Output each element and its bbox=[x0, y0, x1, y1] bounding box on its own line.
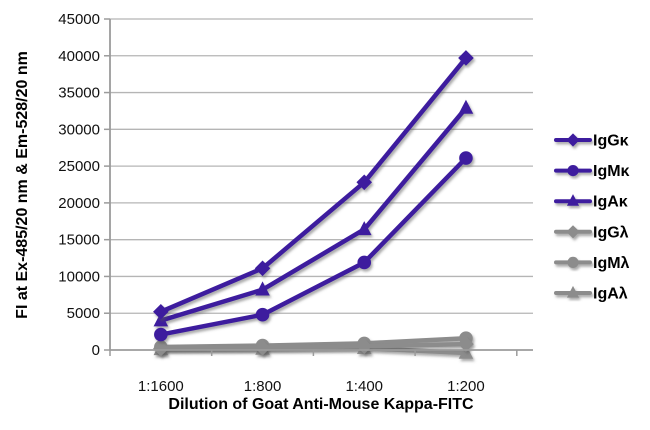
legend-label: IgMλ bbox=[593, 255, 630, 272]
y-tick-label: 10000 bbox=[58, 268, 100, 285]
legend-label: IgGλ bbox=[593, 224, 629, 241]
legend-label: IgAλ bbox=[593, 286, 628, 303]
series-line bbox=[158, 341, 469, 351]
series-line bbox=[158, 105, 469, 323]
x-axis-title: Dilution of Goat Anti-Mouse Kappa-FITC bbox=[168, 396, 474, 413]
diamond-marker bbox=[153, 303, 169, 320]
diamond-marker bbox=[356, 174, 373, 191]
y-tick-label: 25000 bbox=[58, 158, 100, 175]
legend-item-IgGλ: IgGλ bbox=[554, 224, 629, 241]
legend-item-IgAκ: IgAκ bbox=[554, 194, 628, 211]
series-IgGκ bbox=[153, 50, 474, 320]
axes-group: 0 5000 10000 15000 20000 25000 30000 35000 40000… bbox=[58, 11, 533, 395]
diamond-marker bbox=[458, 336, 474, 352]
triangle-marker bbox=[458, 99, 474, 114]
y-tick-label: 35000 bbox=[58, 85, 100, 102]
circle-marker bbox=[459, 151, 473, 165]
series-group bbox=[153, 50, 474, 359]
triangle-marker bbox=[566, 285, 580, 298]
legend-label: IgGκ bbox=[593, 133, 629, 150]
triangle-marker bbox=[255, 281, 270, 296]
x-tick-label: 1:400 bbox=[345, 378, 383, 395]
series-line bbox=[158, 55, 469, 315]
legend-label: IgMκ bbox=[593, 163, 630, 180]
circle-marker bbox=[255, 307, 270, 322]
series-line bbox=[158, 155, 469, 337]
legend-label: IgAκ bbox=[593, 194, 628, 211]
diamond-marker bbox=[566, 225, 580, 239]
circle-marker bbox=[567, 256, 579, 268]
circle-marker bbox=[357, 255, 372, 270]
diamond-marker bbox=[153, 340, 169, 357]
diamond-marker bbox=[254, 339, 271, 356]
triangle-marker bbox=[566, 194, 580, 206]
gridlines-group bbox=[110, 18, 533, 314]
legend-item-IgGκ: IgGκ bbox=[554, 133, 629, 150]
legend-item-IgMλ: IgMλ bbox=[554, 255, 630, 272]
series-IgMκ bbox=[154, 151, 473, 342]
circle-marker bbox=[567, 165, 579, 177]
y-axis-title: FI at Ex-485/20 nm & Em-528/20 nm bbox=[14, 51, 31, 319]
legend-item-IgMκ: IgMκ bbox=[554, 163, 630, 180]
y-tick-label: 30000 bbox=[58, 121, 100, 138]
y-tick-label: 15000 bbox=[58, 232, 100, 249]
legend: IgGκ IgMκ IgAκ IgGλ IgMλ IgAλ bbox=[554, 133, 630, 303]
y-tick-label: 45000 bbox=[58, 11, 100, 28]
x-tick-label: 1:200 bbox=[447, 378, 485, 395]
diamond-marker bbox=[458, 50, 474, 66]
legend-item-IgAλ: IgAλ bbox=[554, 285, 628, 303]
diamond-marker bbox=[254, 260, 271, 277]
circle-marker bbox=[154, 327, 168, 342]
x-tick-label: 1:800 bbox=[244, 378, 282, 395]
y-tick-label: 0 bbox=[92, 342, 100, 359]
x-tick-label: 1:1600 bbox=[138, 378, 184, 395]
y-tick-label: 5000 bbox=[67, 305, 100, 322]
diamond-marker bbox=[566, 133, 580, 147]
triangle-marker bbox=[356, 221, 372, 236]
y-tick-label: 20000 bbox=[58, 195, 100, 212]
y-tick-label: 40000 bbox=[58, 48, 100, 65]
